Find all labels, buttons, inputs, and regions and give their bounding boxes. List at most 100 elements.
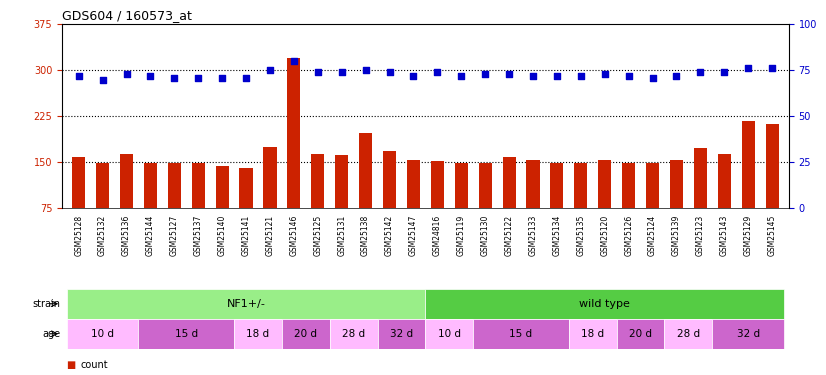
- Text: 10 d: 10 d: [438, 329, 461, 339]
- Bar: [425, 319, 473, 349]
- Bar: [216, 166, 229, 208]
- Bar: [96, 164, 109, 208]
- Bar: [168, 164, 181, 208]
- Text: GSM25121: GSM25121: [265, 214, 274, 256]
- Text: wild type: wild type: [579, 299, 630, 309]
- Point: [168, 75, 181, 81]
- Text: age: age: [42, 329, 60, 339]
- Text: 28 d: 28 d: [676, 329, 700, 339]
- Text: GSM25126: GSM25126: [624, 214, 634, 256]
- Text: 20 d: 20 d: [629, 329, 652, 339]
- Point: [192, 75, 205, 81]
- Text: GSM25133: GSM25133: [529, 214, 538, 256]
- Bar: [646, 164, 659, 208]
- Bar: [192, 164, 205, 208]
- Text: 20 d: 20 d: [294, 329, 317, 339]
- Bar: [598, 160, 611, 208]
- Point: [550, 73, 563, 79]
- Point: [742, 66, 755, 72]
- Point: [359, 68, 373, 74]
- Point: [120, 71, 133, 77]
- Text: 15 d: 15 d: [175, 329, 198, 339]
- Text: GSM25128: GSM25128: [74, 214, 83, 256]
- Text: GSM25130: GSM25130: [481, 214, 490, 256]
- Text: GSM25132: GSM25132: [98, 214, 107, 256]
- Text: GSM25140: GSM25140: [217, 214, 226, 256]
- Point: [646, 75, 659, 81]
- Point: [383, 69, 396, 75]
- Text: GSM25144: GSM25144: [146, 214, 155, 256]
- Text: GDS604 / 160573_at: GDS604 / 160573_at: [62, 9, 192, 22]
- Bar: [287, 58, 301, 208]
- Bar: [473, 319, 569, 349]
- Point: [311, 69, 325, 75]
- Bar: [359, 133, 373, 208]
- Bar: [67, 289, 425, 319]
- Text: GSM25119: GSM25119: [457, 214, 466, 256]
- Text: GSM25138: GSM25138: [361, 214, 370, 256]
- Bar: [569, 319, 617, 349]
- Text: 28 d: 28 d: [342, 329, 365, 339]
- Bar: [502, 157, 515, 208]
- Text: ■: ■: [66, 360, 75, 370]
- Point: [502, 71, 515, 77]
- Text: GSM25137: GSM25137: [194, 214, 202, 256]
- Text: strain: strain: [32, 299, 60, 309]
- Text: GSM25129: GSM25129: [743, 214, 752, 256]
- Point: [454, 73, 468, 79]
- Text: GSM25136: GSM25136: [122, 214, 131, 256]
- Bar: [431, 161, 444, 208]
- Text: GSM25131: GSM25131: [337, 214, 346, 256]
- Point: [766, 66, 779, 72]
- Text: GSM24816: GSM24816: [433, 214, 442, 256]
- Text: GSM25143: GSM25143: [719, 214, 729, 256]
- Bar: [335, 155, 349, 208]
- Point: [216, 75, 229, 81]
- Text: GSM25134: GSM25134: [553, 214, 562, 256]
- Text: NF1+/-: NF1+/-: [226, 299, 265, 309]
- Point: [598, 71, 611, 77]
- Point: [478, 71, 491, 77]
- Text: GSM25145: GSM25145: [767, 214, 776, 256]
- Point: [144, 73, 157, 79]
- Text: GSM25122: GSM25122: [505, 214, 514, 256]
- Text: GSM25120: GSM25120: [601, 214, 610, 256]
- Bar: [330, 319, 377, 349]
- Point: [622, 73, 635, 79]
- Bar: [454, 164, 468, 208]
- Bar: [67, 319, 139, 349]
- Point: [96, 76, 109, 82]
- Text: count: count: [81, 360, 108, 370]
- Bar: [718, 154, 731, 208]
- Bar: [282, 319, 330, 349]
- Point: [240, 75, 253, 81]
- Text: GSM25141: GSM25141: [241, 214, 250, 256]
- Bar: [664, 319, 712, 349]
- Bar: [617, 319, 664, 349]
- Text: GSM25135: GSM25135: [577, 214, 586, 256]
- Point: [694, 69, 707, 75]
- Bar: [263, 147, 277, 208]
- Bar: [72, 157, 85, 208]
- Text: GSM25125: GSM25125: [313, 214, 322, 256]
- Bar: [526, 160, 539, 208]
- Bar: [766, 124, 779, 208]
- Text: GSM25139: GSM25139: [672, 214, 681, 256]
- Bar: [670, 160, 683, 208]
- Bar: [377, 319, 425, 349]
- Text: 10 d: 10 d: [91, 329, 114, 339]
- Text: GSM25123: GSM25123: [695, 214, 705, 256]
- Bar: [425, 289, 784, 319]
- Point: [718, 69, 731, 75]
- Bar: [694, 148, 707, 208]
- Bar: [120, 154, 133, 208]
- Text: 32 d: 32 d: [390, 329, 413, 339]
- Point: [287, 58, 301, 64]
- Bar: [383, 151, 396, 208]
- Point: [670, 73, 683, 79]
- Text: 32 d: 32 d: [737, 329, 760, 339]
- Bar: [234, 319, 282, 349]
- Text: GSM25142: GSM25142: [385, 214, 394, 256]
- Bar: [742, 120, 755, 208]
- Text: 18 d: 18 d: [246, 329, 269, 339]
